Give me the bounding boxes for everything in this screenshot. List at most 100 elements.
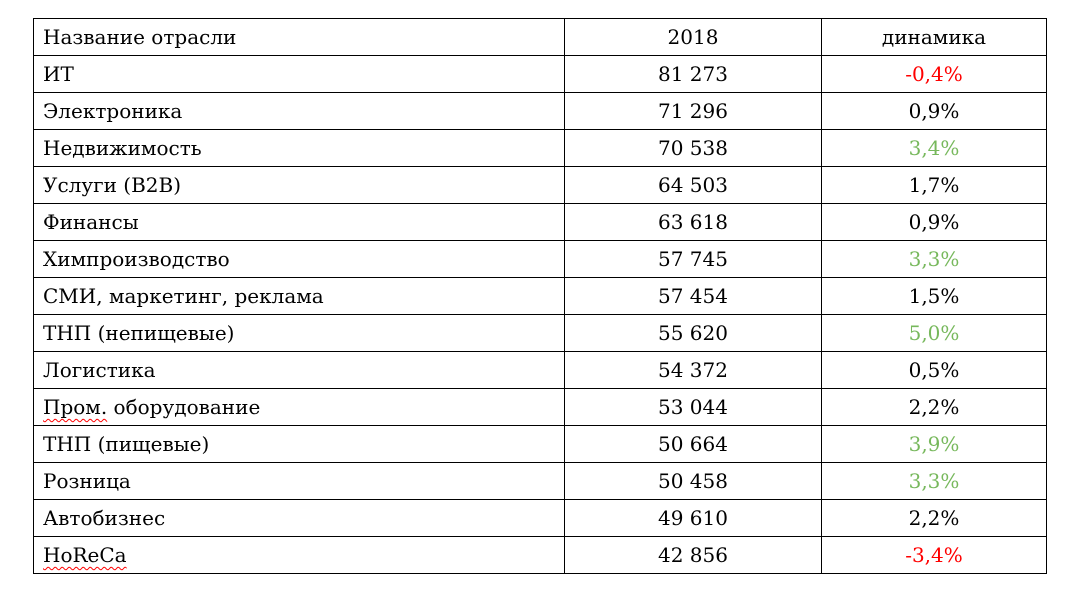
industry-cell[interactable]: Недвижимость	[33, 129, 565, 167]
industry-table: Название отрасли 2018 динамика ИТ 81 273…	[33, 18, 1047, 574]
industry-label: Услуги (B2B)	[43, 173, 182, 197]
dynamics-cell[interactable]: 0,5%	[821, 351, 1047, 389]
header-2018-cell[interactable]: 2018	[564, 18, 822, 56]
value-2018-cell[interactable]: 71 296	[564, 92, 822, 130]
dynamics-cell[interactable]: 5,0%	[821, 314, 1047, 352]
dynamics-cell[interactable]: 1,7%	[821, 166, 1047, 204]
value-2018-cell[interactable]: 70 538	[564, 129, 822, 167]
industry-label: Розница	[43, 469, 131, 493]
industry-cell[interactable]: ИТ	[33, 55, 565, 93]
value-2018-cell[interactable]: 57 745	[564, 240, 822, 278]
value-2018-cell[interactable]: 64 503	[564, 166, 822, 204]
dynamics-value: 3,9%	[908, 432, 960, 456]
dynamics-value: 5,0%	[908, 321, 960, 345]
value-2018: 50 458	[658, 469, 728, 493]
header-industry-label: Название отрасли	[43, 25, 237, 49]
dynamics-value: 2,2%	[908, 395, 960, 419]
industry-label: Химпроизводство	[43, 247, 230, 271]
industry-cell[interactable]: Электроника	[33, 92, 565, 130]
industry-cell[interactable]: Автобизнес	[33, 499, 565, 537]
dynamics-value: 3,4%	[908, 136, 960, 160]
industry-cell[interactable]: Химпроизводство	[33, 240, 565, 278]
industry-label: Недвижимость	[43, 136, 202, 160]
value-2018: 64 503	[658, 173, 728, 197]
industry-cell[interactable]: Логистика	[33, 351, 565, 389]
value-2018: 71 296	[658, 99, 728, 123]
industry-cell[interactable]: Пром. оборудование	[33, 388, 565, 426]
dynamics-value: 0,9%	[908, 99, 960, 123]
header-dynamics-cell[interactable]: динамика	[821, 18, 1047, 56]
dynamics-cell[interactable]: -3,4%	[821, 536, 1047, 574]
dynamics-cell[interactable]: 3,9%	[821, 425, 1047, 463]
value-2018-cell[interactable]: 63 618	[564, 203, 822, 241]
dynamics-value: 3,3%	[908, 469, 960, 493]
industry-label: ТНП (пищевые)	[43, 432, 210, 456]
table-row: ТНП (непищевые) 55 620 5,0%	[33, 314, 1047, 352]
value-2018-cell[interactable]: 55 620	[564, 314, 822, 352]
dynamics-cell[interactable]: 2,2%	[821, 499, 1047, 537]
industry-cell[interactable]: Финансы	[33, 203, 565, 241]
value-2018-cell[interactable]: 53 044	[564, 388, 822, 426]
table-row: ИТ 81 273 -0,4%	[33, 55, 1047, 93]
value-2018-cell[interactable]: 54 372	[564, 351, 822, 389]
table-row: ТНП (пищевые) 50 664 3,9%	[33, 425, 1047, 463]
dynamics-cell[interactable]: 2,2%	[821, 388, 1047, 426]
value-2018: 54 372	[658, 358, 728, 382]
value-2018-cell[interactable]: 49 610	[564, 499, 822, 537]
dynamics-cell[interactable]: 1,5%	[821, 277, 1047, 315]
dynamics-cell[interactable]: 3,4%	[821, 129, 1047, 167]
value-2018-cell[interactable]: 57 454	[564, 277, 822, 315]
misspelled-word: HoReCa	[43, 543, 127, 567]
value-2018-cell[interactable]: 42 856	[564, 536, 822, 574]
value-2018: 49 610	[658, 506, 728, 530]
dynamics-cell[interactable]: 0,9%	[821, 92, 1047, 130]
industry-cell[interactable]: СМИ, маркетинг, реклама	[33, 277, 565, 315]
industry-label: Автобизнес	[43, 506, 166, 530]
industry-cell[interactable]: ТНП (непищевые)	[33, 314, 565, 352]
dynamics-cell[interactable]: -0,4%	[821, 55, 1047, 93]
industry-label: Электроника	[43, 99, 183, 123]
table-row: Электроника 71 296 0,9%	[33, 92, 1047, 130]
dynamics-cell[interactable]: 3,3%	[821, 240, 1047, 278]
header-industry-cell[interactable]: Название отрасли	[33, 18, 565, 56]
industry-label: Логистика	[43, 358, 156, 382]
table-row: СМИ, маркетинг, реклама 57 454 1,5%	[33, 277, 1047, 315]
industry-cell[interactable]: Розница	[33, 462, 565, 500]
misspelled-word: Пром.	[43, 395, 108, 419]
dynamics-value: 1,5%	[908, 284, 960, 308]
value-2018: 70 538	[658, 136, 728, 160]
industry-cell[interactable]: HoReCa	[33, 536, 565, 574]
value-2018-cell[interactable]: 81 273	[564, 55, 822, 93]
dynamics-cell[interactable]: 3,3%	[821, 462, 1047, 500]
industry-cell[interactable]: Услуги (B2B)	[33, 166, 565, 204]
dynamics-cell[interactable]: 0,9%	[821, 203, 1047, 241]
dynamics-value: 2,2%	[908, 506, 960, 530]
table-row: Услуги (B2B) 64 503 1,7%	[33, 166, 1047, 204]
value-2018-cell[interactable]: 50 664	[564, 425, 822, 463]
value-2018: 42 856	[658, 543, 728, 567]
value-2018-cell[interactable]: 50 458	[564, 462, 822, 500]
dynamics-value: 1,7%	[908, 173, 960, 197]
header-dynamics-label: динамика	[881, 25, 987, 49]
table-row: Розница 50 458 3,3%	[33, 462, 1047, 500]
table-header-row: Название отрасли 2018 динамика	[33, 18, 1047, 56]
value-2018: 53 044	[658, 395, 728, 419]
dynamics-value: 0,9%	[908, 210, 960, 234]
table-row: HoReCa 42 856 -3,4%	[33, 536, 1047, 574]
dynamics-value: 3,3%	[908, 247, 960, 271]
value-2018: 55 620	[658, 321, 728, 345]
industry-cell[interactable]: ТНП (пищевые)	[33, 425, 565, 463]
dynamics-value: -3,4%	[905, 543, 963, 567]
dynamics-value: -0,4%	[905, 62, 963, 86]
header-2018-label: 2018	[667, 25, 719, 49]
industry-label: Финансы	[43, 210, 139, 234]
table-row: Недвижимость 70 538 3,4%	[33, 129, 1047, 167]
table-row: Финансы 63 618 0,9%	[33, 203, 1047, 241]
value-2018: 81 273	[658, 62, 728, 86]
table-row: Логистика 54 372 0,5%	[33, 351, 1047, 389]
value-2018: 57 745	[658, 247, 728, 271]
value-2018: 63 618	[658, 210, 728, 234]
value-2018: 50 664	[658, 432, 728, 456]
value-2018: 57 454	[658, 284, 728, 308]
table-row: Химпроизводство 57 745 3,3%	[33, 240, 1047, 278]
